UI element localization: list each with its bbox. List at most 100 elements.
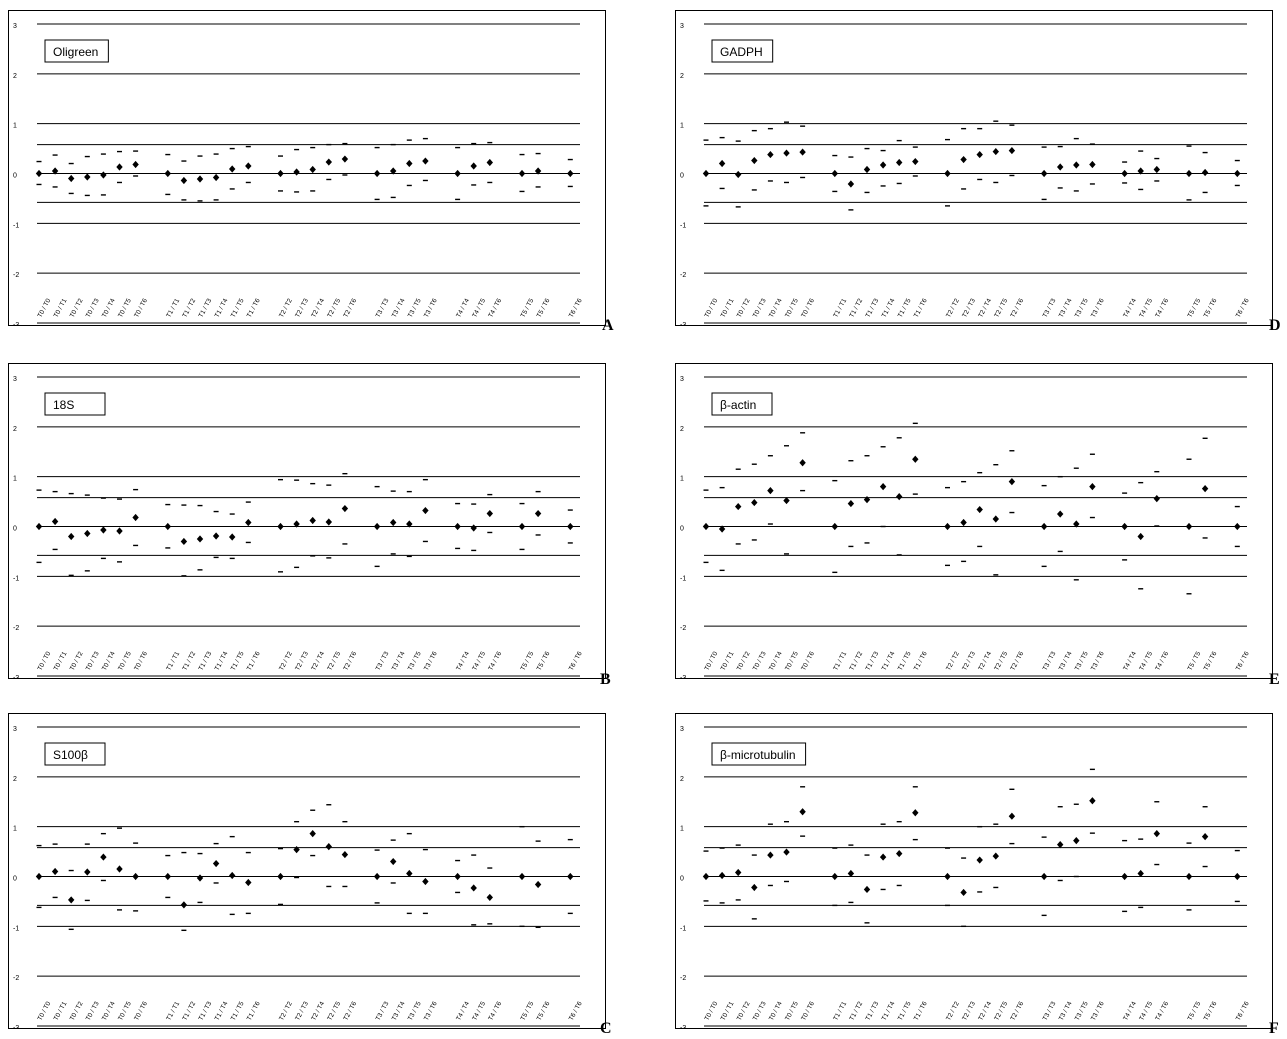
mean-point xyxy=(944,169,951,178)
x-tick-label: T2 / T2 xyxy=(278,650,294,672)
x-tick-label: T2 / T2 xyxy=(945,297,961,319)
x-tick-label: T3 / T5 xyxy=(1074,650,1090,672)
x-tick-label: T3 / T3 xyxy=(375,297,391,319)
mean-point xyxy=(486,893,493,902)
x-tick-label: T0 / T4 xyxy=(768,1000,784,1022)
mean-point xyxy=(567,169,574,178)
x-tick-label: T1 / T6 xyxy=(913,650,929,672)
y-tick-label-2: -1 xyxy=(680,575,686,582)
mean-point xyxy=(1234,522,1241,531)
x-tick-label: T1 / T6 xyxy=(913,297,929,319)
mean-point xyxy=(470,884,477,892)
mean-point xyxy=(702,522,710,531)
x-tick-label: T2 / T4 xyxy=(310,650,326,672)
mean-point xyxy=(831,169,838,178)
mean-point xyxy=(100,526,107,534)
chart-title: β-microtubulin xyxy=(720,748,796,762)
mean-point xyxy=(212,532,220,540)
x-tick-label: T3 / T4 xyxy=(391,297,407,319)
y-tick-label-4: 1 xyxy=(680,826,684,833)
mean-point xyxy=(180,537,188,546)
mean-point xyxy=(863,165,871,174)
x-tick-label: T0 / T1 xyxy=(53,650,69,672)
x-tick-label: T1 / T5 xyxy=(897,1000,913,1022)
mean-point xyxy=(992,852,999,860)
mean-point xyxy=(1089,160,1096,169)
mean-point xyxy=(1073,837,1080,845)
chart-title-box xyxy=(711,742,807,766)
x-tick-label: T1 / T5 xyxy=(897,650,913,672)
x-tick-label: T0 / T1 xyxy=(720,297,736,319)
x-tick-label: T1 / T1 xyxy=(165,650,181,672)
y-tick-label-3: 0 xyxy=(13,876,17,883)
x-tick-label: T3 / T6 xyxy=(423,297,439,319)
mean-point xyxy=(35,169,43,178)
x-tick-label: T5 / T5 xyxy=(520,1000,536,1022)
x-tick-label: T5 / T6 xyxy=(536,297,552,319)
x-tick-label: T1 / T1 xyxy=(165,1000,181,1022)
mean-point xyxy=(767,150,774,159)
mean-point xyxy=(718,871,726,880)
x-tick-label: T3 / T6 xyxy=(423,650,439,672)
mean-point xyxy=(100,171,107,179)
x-tick-label: T1 / T3 xyxy=(865,650,881,672)
mean-point xyxy=(51,867,59,876)
x-tick-label: T4 / T5 xyxy=(1138,1000,1154,1022)
mean-point xyxy=(735,170,742,179)
x-tick-label: T0 / T2 xyxy=(69,1000,85,1022)
x-tick-label: T1 / T1 xyxy=(832,297,848,319)
chart-panel-beta-microtubulin: -3 -2 -1 0 1 2 3 β-microtubulin T0 / T0 T0 / T1 T0… xyxy=(675,713,1273,1029)
mean-point xyxy=(1201,485,1209,493)
y-tick-label-1: -2 xyxy=(680,625,686,632)
x-tick-label: T0 / T3 xyxy=(752,650,768,672)
mean-point xyxy=(100,853,107,861)
mean-point xyxy=(309,165,316,174)
x-tick-label: T0 / T0 xyxy=(37,1000,53,1022)
x-tick-label: T2 / T4 xyxy=(310,1000,326,1022)
y-tick-label-3: 0 xyxy=(13,526,17,533)
x-tick-label: T1 / T4 xyxy=(214,297,230,319)
x-tick-label: T1 / T1 xyxy=(165,297,181,319)
x-tick-label: T1 / T2 xyxy=(848,1000,864,1022)
mean-point xyxy=(1073,161,1080,169)
y-tick-label-2: -1 xyxy=(13,575,19,582)
mean-point xyxy=(116,865,123,873)
y-tick-label-5: 2 xyxy=(680,426,684,433)
x-tick-label: T0 / T5 xyxy=(784,1000,800,1022)
y-tick-label-3: 0 xyxy=(680,173,684,180)
mean-point xyxy=(960,888,967,897)
mean-point xyxy=(132,872,139,881)
x-tick-label: T2 / T5 xyxy=(993,1000,1009,1022)
x-tick-label: T4 / T5 xyxy=(1138,650,1154,672)
x-tick-label: T1 / T1 xyxy=(832,1000,848,1022)
x-tick-label: T0 / T4 xyxy=(768,297,784,319)
x-tick-label: T5 / T5 xyxy=(1187,1000,1203,1022)
x-tick-label: T2 / T3 xyxy=(294,650,310,672)
x-tick-label: T1 / T6 xyxy=(246,297,262,319)
x-tick-label: T2 / T3 xyxy=(294,1000,310,1022)
x-tick-label: T5 / T5 xyxy=(520,650,536,672)
x-tick-label: T3 / T4 xyxy=(391,650,407,672)
mean-point xyxy=(1057,163,1064,171)
mean-point xyxy=(912,455,919,463)
x-tick-label: T3 / T6 xyxy=(423,1000,439,1022)
x-tick-label: T0 / T0 xyxy=(704,1000,720,1022)
mean-point xyxy=(341,155,349,163)
x-tick-label: T0 / T0 xyxy=(704,650,720,672)
mean-point xyxy=(896,849,903,858)
mean-point xyxy=(1185,169,1193,178)
mean-point xyxy=(309,830,316,838)
x-tick-label: T0 / T2 xyxy=(69,297,85,319)
mean-point xyxy=(116,527,123,535)
y-tick-label-0: -3 xyxy=(680,322,686,326)
x-tick-label: T1 / T2 xyxy=(848,650,864,672)
mean-point xyxy=(1201,833,1209,841)
x-tick-label: T3 / T4 xyxy=(1058,650,1074,672)
mean-point xyxy=(879,853,887,861)
x-tick-label: T6 / T6 xyxy=(568,297,584,319)
mean-point xyxy=(534,167,542,175)
mean-point xyxy=(767,851,774,859)
panel-letter-f: F xyxy=(1269,1020,1279,1037)
x-tick-label: T5 / T6 xyxy=(536,1000,552,1022)
